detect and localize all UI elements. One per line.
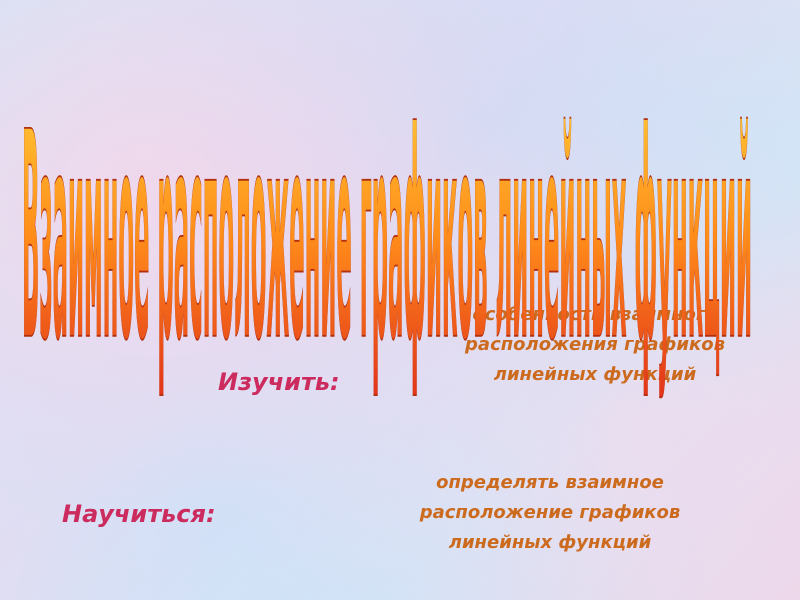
learn-label: Научиться: bbox=[62, 500, 216, 528]
learn-text: определять взаимное расположение графико… bbox=[419, 472, 681, 553]
study-label: Изучить: bbox=[218, 368, 340, 396]
title: Взаимное расположение графиков линейных … bbox=[22, 70, 752, 403]
study-text: особенности взаимного расположения графи… bbox=[465, 304, 725, 385]
